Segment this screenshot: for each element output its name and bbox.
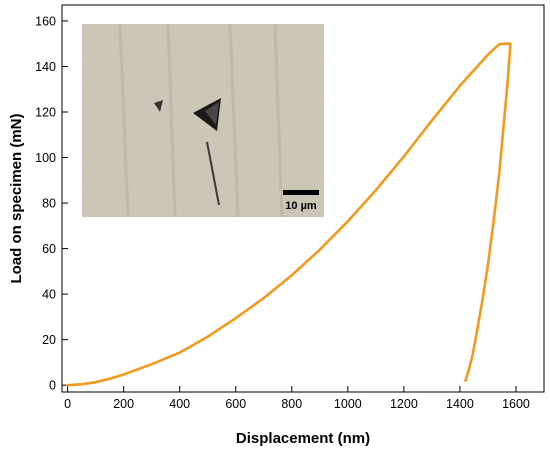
x-tick-label: 1600 — [502, 397, 530, 411]
x-tick-label: 1400 — [446, 397, 474, 411]
data-series — [66, 42, 512, 387]
y-axis-title: Load on specimen (mN) — [8, 113, 25, 283]
y-tick-label: 120 — [35, 105, 56, 119]
series-line-0 — [66, 42, 512, 387]
x-tick-label: 0 — [64, 397, 71, 411]
x-tick-label: 600 — [225, 397, 246, 411]
axes-ticks: 0 200 400 600 800 1000 1200 1400 1600 0 20 40 60 80 10… — [35, 14, 530, 411]
y-tick-label: 0 — [49, 379, 56, 393]
x-tick-label: 800 — [281, 397, 302, 411]
x-tick-label: 200 — [113, 397, 134, 411]
x-tick-label: 1200 — [390, 397, 418, 411]
x-tick-label: 1000 — [334, 397, 362, 411]
small-pit — [154, 100, 163, 112]
y-tick-label: 100 — [35, 151, 56, 165]
indent-micrograph-inset: 10 µm — [82, 24, 324, 217]
y-tick-label: 40 — [42, 288, 56, 302]
y-tick-label: 140 — [35, 60, 56, 74]
micrograph-scratches — [118, 24, 284, 217]
x-tick-label: 400 — [169, 397, 190, 411]
scale-bar-label: 10 µm — [285, 200, 317, 212]
x-axis-title: Displacement (nm) — [236, 430, 370, 447]
y-tick-label: 60 — [42, 242, 56, 256]
y-tick-label: 20 — [42, 333, 56, 347]
indent-mark-shade — [205, 102, 219, 125]
y-tick-label: 80 — [42, 197, 56, 211]
y-tick-label: 160 — [35, 14, 56, 28]
crack-line — [206, 141, 220, 206]
scale-bar — [283, 190, 319, 195]
